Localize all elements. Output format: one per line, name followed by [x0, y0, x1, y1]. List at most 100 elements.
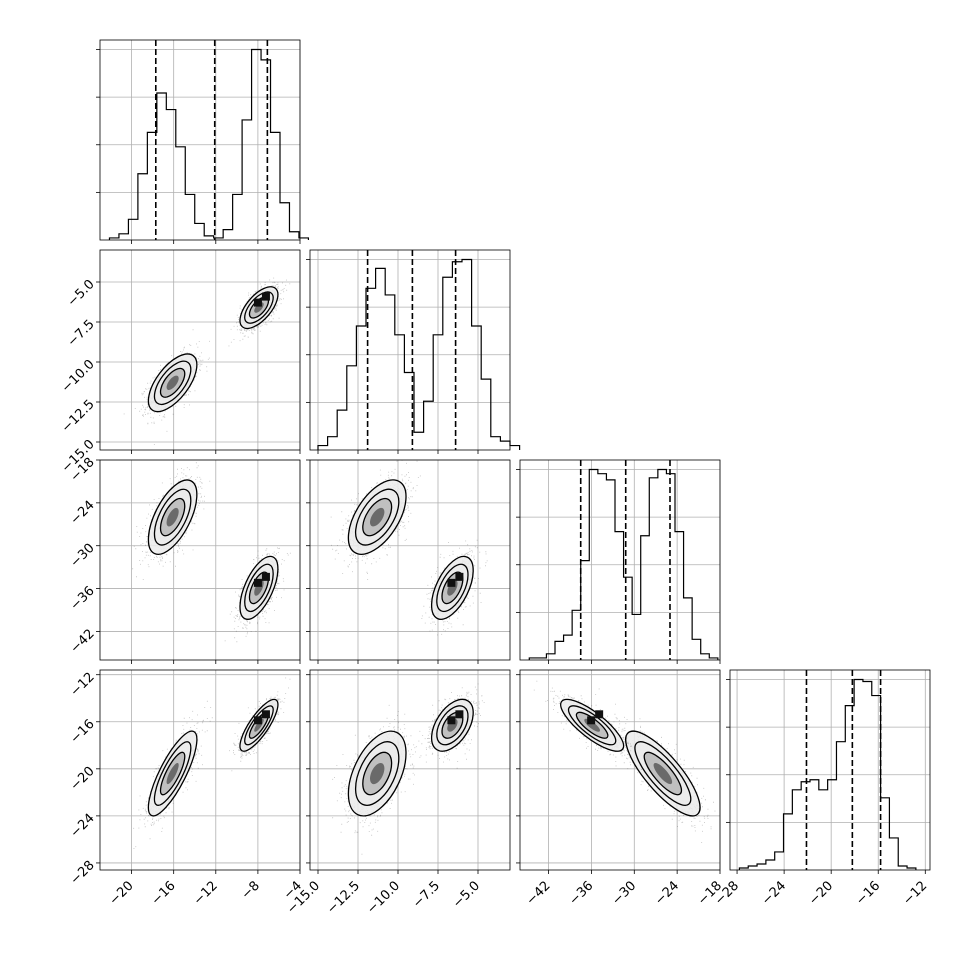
x-tick-label: −24	[652, 878, 682, 908]
contour-level	[166, 762, 179, 785]
contour-level	[166, 375, 179, 390]
scatter-panel-2-3	[306, 459, 511, 664]
histogram-bar	[185, 194, 194, 240]
histogram-bar	[766, 860, 775, 870]
y-tick-label: −16	[68, 717, 98, 747]
histogram-bar	[748, 866, 757, 870]
histogram-bar	[395, 335, 405, 450]
histogram-panel-3	[516, 459, 721, 664]
density-core	[253, 716, 262, 725]
histogram-bar	[204, 236, 213, 240]
x-tick-label: −12	[900, 878, 930, 908]
histogram-bar	[649, 478, 658, 660]
panel-frame	[99, 459, 301, 661]
histogram-bar	[632, 614, 641, 660]
x-tick-label: −20	[806, 878, 836, 908]
histogram-bar	[195, 223, 204, 240]
scatter-cloud	[123, 277, 291, 445]
scatter-panel-2-4: −15.0 −12.5 −10.0 −7.5 −5.0	[284, 669, 511, 917]
histogram-bar	[555, 641, 564, 660]
density-core	[455, 710, 464, 719]
x-tick-label: −24	[759, 878, 789, 908]
y-tick-label: −24	[68, 498, 98, 528]
histogram-bar	[280, 203, 289, 240]
histogram-bar	[546, 654, 555, 660]
scatter-panel-3-4: −42 −36 −30 −24 −18	[516, 669, 725, 908]
x-tick-label: −36	[566, 878, 596, 908]
panel-frame	[99, 39, 301, 241]
panel-frame	[309, 669, 511, 871]
contour-level	[166, 507, 179, 527]
histogram-bar	[792, 790, 801, 870]
density-core	[455, 572, 464, 581]
y-tick-label: −20	[68, 764, 98, 794]
panel-frame	[729, 669, 931, 871]
x-tick-label: −5.0	[450, 878, 483, 911]
histogram-bar	[166, 110, 175, 240]
x-tick-label: −8	[239, 878, 263, 902]
panel-frame	[99, 249, 301, 451]
histogram-panel-2	[306, 249, 521, 454]
histogram-bar	[801, 782, 810, 870]
histogram-bar	[510, 446, 520, 450]
y-tick-label: −5.0	[65, 277, 98, 310]
histogram-bar	[757, 864, 766, 870]
histogram-bar	[481, 379, 491, 450]
histogram-bar	[356, 326, 366, 450]
scatter-panel-1-3: −42−36−30−24−18	[68, 455, 301, 664]
histogram-bar	[684, 598, 693, 660]
histogram-bar	[836, 742, 845, 870]
x-tick-label: −12	[191, 878, 221, 908]
x-tick-label: −16	[853, 878, 883, 908]
histogram-bar	[784, 814, 793, 870]
x-tick-label: −30	[609, 878, 639, 908]
y-tick-label: −30	[68, 541, 98, 571]
scatter-cloud	[330, 460, 488, 636]
y-tick-label: −12.5	[59, 397, 98, 436]
histogram-bar	[452, 262, 462, 450]
histogram-bar	[500, 441, 510, 450]
y-tick-label: −10.0	[59, 357, 98, 396]
histogram-bar	[289, 232, 298, 240]
density-core	[595, 710, 604, 719]
histogram-bar	[261, 60, 270, 240]
y-tick-label: −42	[68, 626, 98, 656]
histogram-bar	[385, 295, 395, 450]
histogram-bar	[872, 696, 881, 870]
histogram-bar	[810, 780, 819, 870]
x-tick-label: −7.5	[410, 878, 443, 911]
x-tick-label: −20	[107, 878, 137, 908]
histogram-bar	[675, 532, 684, 660]
histogram-bar	[157, 93, 166, 240]
histogram-bar	[491, 437, 501, 450]
histogram-step	[528, 468, 719, 660]
panel-frame	[519, 669, 721, 871]
contour-level	[370, 507, 385, 527]
histogram-panel-4: −28 −24 −20 −16 −12	[712, 669, 931, 908]
histogram-bar	[692, 639, 701, 660]
panel-frame	[309, 459, 511, 661]
density-core	[261, 572, 270, 581]
histogram-bar	[462, 260, 472, 450]
histogram-bar	[564, 635, 573, 660]
histogram-bar	[138, 174, 147, 240]
histogram-bar	[581, 561, 590, 660]
histogram-bar	[624, 577, 633, 660]
y-tick-label: −36	[68, 584, 98, 614]
density-core	[587, 716, 596, 725]
x-tick-label: −12.5	[324, 878, 363, 917]
histogram-bar	[328, 437, 338, 450]
x-tick-label: −16	[149, 878, 179, 908]
histogram-bar	[701, 654, 710, 660]
scatter-points	[132, 460, 211, 580]
scatter-points	[330, 460, 421, 580]
scatter-cloud	[132, 460, 291, 643]
density-core	[261, 710, 270, 719]
y-tick-label: −28	[68, 858, 98, 888]
histogram-step	[317, 258, 521, 450]
histogram-bar	[252, 50, 261, 240]
histogram-bar	[828, 780, 837, 870]
density-core	[447, 578, 456, 587]
